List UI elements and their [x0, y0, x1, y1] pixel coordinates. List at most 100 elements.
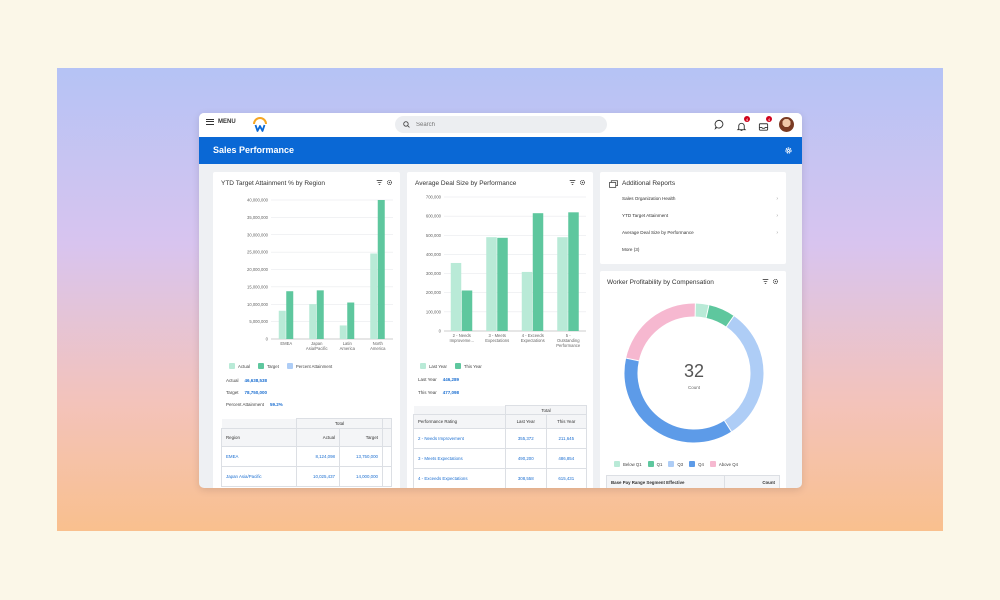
bar-this-year: [497, 237, 508, 331]
summary-actual: Actual 46,638,538: [226, 378, 267, 383]
legend-swatch: [420, 363, 426, 369]
donut-center-label: Count: [688, 385, 701, 390]
legend-item-q4[interactable]: Q4: [689, 461, 704, 467]
legend-label: Q4: [698, 461, 704, 467]
table-row: Japan Asia/Pacific 10,025,437 14,000,000: [221, 466, 392, 487]
notifications-button[interactable]: 4: [736, 116, 750, 131]
table-cell-actual[interactable]: 10,025,437: [296, 466, 340, 487]
y-tick-label: 200,000: [426, 290, 442, 295]
settings-icon[interactable]: [579, 179, 586, 186]
column-header-target[interactable]: Target: [339, 428, 383, 447]
legend-item-last-year[interactable]: Last Year: [420, 363, 447, 369]
column-header-this-year[interactable]: This Year: [545, 414, 587, 429]
legend-label: This Year: [463, 363, 482, 369]
settings-icon[interactable]: [386, 179, 393, 186]
legend-item-q1[interactable]: Q1: [647, 461, 663, 467]
table-cell-region[interactable]: EMEA: [221, 446, 297, 467]
top-bar: MENU 4 4: [199, 113, 802, 137]
summary-value[interactable]: 59.2%: [270, 402, 283, 407]
table-cell-this-year[interactable]: 486,854: [545, 448, 587, 469]
legend-item-percent[interactable]: Percent Attainment: [286, 363, 332, 369]
table-header-row: Base Pay Range Segment Effective Count: [606, 475, 780, 488]
donut-slice-q1: [705, 305, 734, 327]
legend-swatch: [229, 363, 235, 369]
legend-item-target[interactable]: Target: [257, 363, 279, 369]
summary-value[interactable]: 46,638,538: [244, 378, 268, 383]
y-tick-label: 0: [266, 337, 269, 342]
legend-label: Q1: [656, 461, 663, 467]
filter-icon[interactable]: [762, 278, 769, 285]
search-bar[interactable]: [395, 116, 607, 133]
column-header-rating[interactable]: Performance Rating: [413, 414, 506, 429]
chat-icon[interactable]: [714, 119, 725, 130]
report-link-sales-org-health[interactable]: Sales Organization Health ›: [622, 196, 778, 202]
x-tick-label: 4 - Exceeds: [522, 333, 544, 338]
legend-item-above-q4[interactable]: Above Q4: [709, 461, 738, 467]
settings-icon[interactable]: [772, 278, 779, 285]
x-tick-label: 3 - Meets: [489, 333, 506, 338]
menu-button[interactable]: MENU: [206, 119, 236, 125]
workday-logo-icon[interactable]: [252, 117, 268, 133]
column-header-count[interactable]: Count: [724, 475, 780, 488]
legend-item-q3[interactable]: Q3: [668, 461, 683, 467]
notifications-badge: 4: [744, 116, 750, 122]
x-tick-label: America: [340, 346, 356, 351]
legend-item-actual[interactable]: Actual: [229, 363, 250, 369]
bar-actual: [309, 304, 317, 339]
table-cell-rating[interactable]: 2 - Needs Improvement: [413, 428, 506, 449]
summary-value[interactable]: 446,289: [442, 377, 460, 382]
table-cell-region[interactable]: Japan Asia/Pacific: [221, 466, 297, 487]
bar-this-year: [532, 213, 544, 331]
table-cell-last-year[interactable]: 490,200: [505, 448, 547, 469]
deal-size-card: Average Deal Size by Performance 0 100,00…: [407, 172, 593, 488]
legend-item-this-year[interactable]: This Year: [454, 363, 482, 369]
table-cell-target[interactable]: 14,000,000: [339, 466, 383, 487]
table-cell-this-year[interactable]: 615,431: [545, 468, 587, 488]
table-cell-target[interactable]: 13,750,000: [339, 446, 383, 467]
filter-icon[interactable]: [569, 179, 576, 186]
table-cell-spacer: [382, 466, 392, 487]
table-cell-rating[interactable]: 4 - Exceeds Expectations: [413, 468, 506, 488]
table-cell-last-year[interactable]: 355,372: [505, 428, 547, 449]
ytd-table: Total Region Actual Target EMEA 8,124,09…: [221, 418, 392, 487]
x-tick-label: 2 - Needs: [453, 333, 471, 338]
y-tick-label: 10,000,000: [247, 302, 269, 307]
table-header-row: Performance Rating Last Year This Year: [413, 414, 587, 429]
table-group-header: Total: [296, 418, 383, 429]
bar-target: [377, 200, 385, 339]
report-link-avg-deal-size[interactable]: Average Deal Size by Performance ›: [622, 230, 778, 236]
legend-swatch: [286, 363, 293, 369]
legend-item-below-q1[interactable]: Below Q1: [614, 461, 642, 467]
table-cell-last-year[interactable]: 308,558: [505, 468, 547, 488]
x-tick-label: America: [370, 346, 386, 351]
table-row: EMEA 8,124,098 13,750,000: [221, 446, 392, 467]
summary-value[interactable]: 78,750,000: [244, 390, 268, 395]
column-header-actual[interactable]: Actual: [296, 428, 340, 447]
summary-value[interactable]: 477,098: [442, 390, 460, 395]
table-cell-rating[interactable]: 3 - Meets Expectations: [413, 448, 506, 469]
table-group-row: Total: [413, 405, 587, 415]
deal-size-bar-chart: 0 100,000 200,000 300,000 400,000 500,000 600,…: [426, 195, 586, 348]
bar-last-year: [450, 262, 462, 331]
filter-icon[interactable]: [376, 179, 383, 186]
column-header-region[interactable]: Region: [221, 428, 297, 447]
report-link-ytd-attainment[interactable]: YTD Target Attainment ›: [622, 213, 778, 219]
table-row: 3 - Meets Expectations 490,200 486,854: [413, 448, 587, 469]
card-actions: [762, 278, 779, 285]
column-header-segment[interactable]: Base Pay Range Segment Effective: [606, 475, 725, 488]
summary-percent: Percent Attainment 59.2%: [226, 402, 283, 407]
legend-swatch: [614, 461, 620, 467]
bell-icon: [736, 122, 747, 131]
avatar[interactable]: [779, 117, 794, 132]
legend-swatch: [257, 363, 264, 369]
report-link-more[interactable]: More (3): [622, 247, 778, 252]
card-actions: [376, 179, 393, 186]
column-header-last-year[interactable]: Last Year: [505, 414, 547, 429]
gear-icon[interactable]: [784, 146, 793, 155]
y-tick-label: 25,000,000: [247, 250, 269, 255]
table-cell-actual[interactable]: 8,124,098: [296, 446, 340, 467]
inbox-button[interactable]: 4: [758, 116, 772, 131]
search-input[interactable]: [416, 121, 576, 128]
table-cell-this-year[interactable]: 211,645: [545, 428, 587, 449]
y-tick-label: 20,000,000: [247, 267, 269, 272]
